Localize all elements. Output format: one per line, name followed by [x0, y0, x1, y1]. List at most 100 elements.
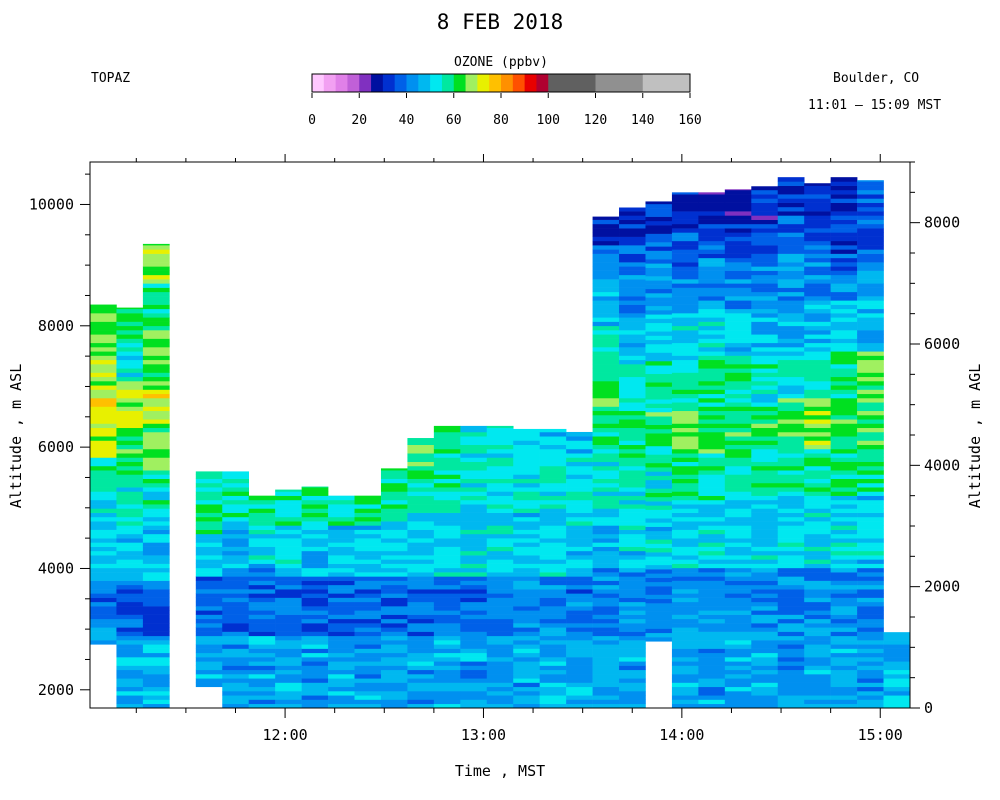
- cell: [301, 487, 329, 492]
- cell: [777, 389, 805, 395]
- cell: [804, 287, 831, 293]
- cell: [566, 546, 593, 552]
- cell: [777, 648, 805, 654]
- cell: [619, 279, 646, 284]
- cell: [857, 580, 884, 586]
- cell: [539, 657, 567, 662]
- cell: [619, 542, 646, 547]
- cell: [566, 491, 593, 496]
- cell: [619, 427, 646, 433]
- cell: [777, 202, 805, 208]
- cell: [645, 462, 673, 468]
- cell: [645, 242, 673, 247]
- cell: [619, 300, 646, 305]
- cell: [513, 465, 540, 471]
- cell: [592, 686, 620, 692]
- cell: [301, 674, 329, 679]
- cell: [275, 563, 302, 569]
- cell: [222, 482, 250, 488]
- cell: [645, 327, 673, 332]
- cell: [275, 635, 302, 641]
- cell: [751, 661, 779, 666]
- cell: [328, 631, 355, 637]
- cell: [116, 508, 144, 513]
- cell: [830, 699, 858, 705]
- cell: [619, 584, 646, 590]
- cell: [804, 606, 831, 611]
- cell: [698, 657, 726, 662]
- cell: [857, 279, 884, 284]
- cell: [751, 521, 779, 526]
- cell: [751, 338, 779, 344]
- cell: [804, 618, 831, 624]
- cell: [698, 538, 726, 543]
- cell: [222, 580, 250, 586]
- profile-1437: [804, 183, 831, 708]
- cell: [513, 436, 540, 441]
- cell: [301, 648, 329, 654]
- cell: [645, 564, 673, 570]
- cell: [222, 474, 250, 479]
- cell: [619, 402, 646, 407]
- cell: [645, 284, 673, 290]
- cell: [142, 372, 170, 378]
- cell: [566, 674, 593, 679]
- cell: [380, 470, 408, 475]
- cell: [539, 508, 567, 513]
- cell: [328, 614, 355, 620]
- cell: [751, 406, 779, 412]
- cell: [380, 567, 408, 573]
- cell: [539, 627, 567, 632]
- cell: [804, 427, 831, 433]
- cell: [116, 307, 144, 310]
- cell: [830, 525, 858, 530]
- cell: [830, 177, 858, 182]
- cell: [724, 546, 752, 552]
- cell: [645, 233, 673, 239]
- cell: [248, 648, 276, 654]
- cell: [883, 644, 910, 649]
- cell: [539, 665, 567, 671]
- cell: [724, 567, 752, 573]
- cell: [724, 414, 752, 420]
- cell: [857, 610, 884, 615]
- colorbar-tick-label-6: 120: [584, 113, 607, 128]
- cell: [698, 652, 726, 658]
- cell: [195, 665, 223, 671]
- cell: [857, 330, 884, 335]
- cell: [777, 177, 805, 182]
- cell: [804, 661, 831, 666]
- cell: [195, 580, 223, 586]
- cell: [671, 334, 699, 339]
- cell: [830, 389, 858, 395]
- cell: [698, 444, 726, 450]
- cell: [566, 597, 593, 603]
- cell: [90, 635, 117, 641]
- cell: [566, 567, 593, 573]
- cell: [645, 225, 673, 230]
- cell: [671, 355, 699, 361]
- cell: [328, 533, 355, 539]
- cell: [777, 338, 805, 344]
- cell: [301, 610, 329, 615]
- cell: [671, 593, 699, 598]
- cell: [592, 491, 620, 496]
- cell: [90, 563, 117, 569]
- cell: [724, 635, 752, 641]
- cell: [645, 437, 673, 442]
- cell: [724, 529, 752, 535]
- cell: [460, 640, 488, 645]
- cell: [513, 525, 540, 530]
- cell: [90, 440, 117, 446]
- cell: [460, 674, 488, 679]
- cell: [645, 237, 673, 243]
- cell: [90, 631, 117, 637]
- cell: [407, 555, 435, 560]
- cell: [407, 495, 435, 501]
- cell: [804, 516, 831, 522]
- cell: [619, 262, 646, 267]
- cell: [407, 567, 435, 573]
- cell: [433, 576, 461, 581]
- cell: [592, 440, 620, 446]
- cell: [301, 550, 329, 556]
